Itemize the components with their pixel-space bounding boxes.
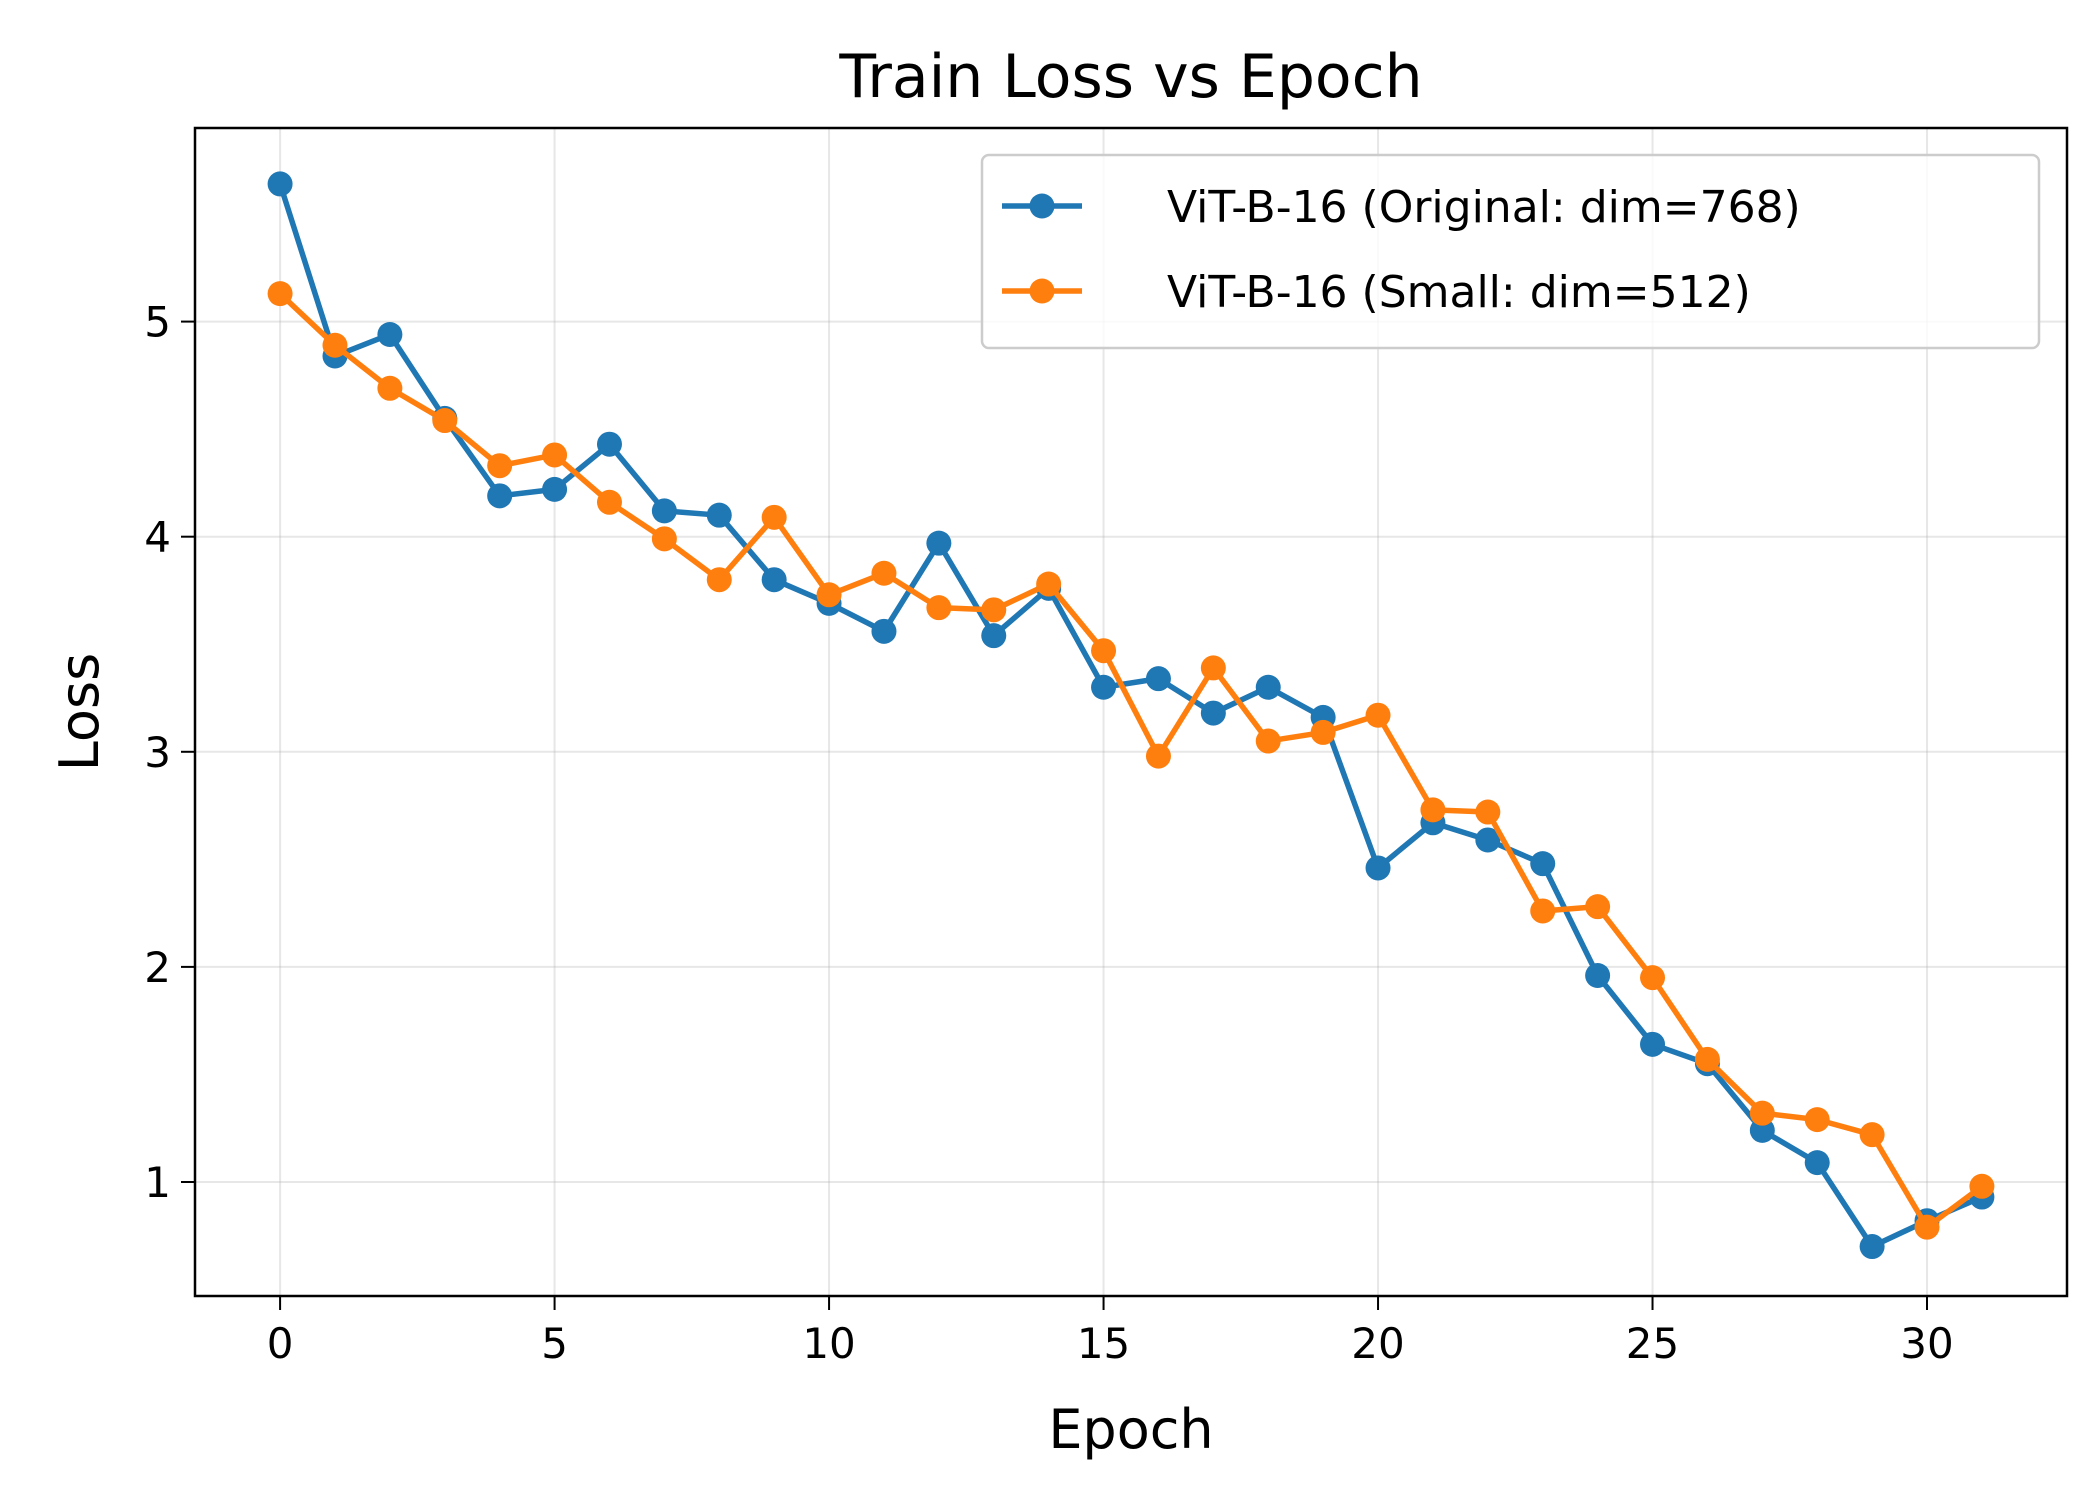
data-point [926, 530, 952, 556]
data-point [487, 483, 513, 509]
x-tick-label: 20 [1351, 1319, 1404, 1368]
data-point [1585, 962, 1611, 988]
data-point [322, 332, 348, 358]
data-point [706, 567, 732, 593]
data-point [1036, 571, 1062, 597]
data-point [596, 489, 622, 515]
data-point [432, 408, 458, 434]
data-point [651, 498, 677, 524]
data-point [871, 618, 897, 644]
data-point [487, 453, 513, 479]
data-point [1365, 702, 1391, 728]
x-tick-label: 5 [541, 1319, 568, 1368]
data-point [377, 321, 403, 347]
data-point [1530, 898, 1556, 924]
legend-label: ViT-B-16 (Small: dim=512) [1167, 267, 1751, 318]
data-point [706, 502, 732, 528]
series-2 [267, 281, 1995, 1240]
data-point [542, 476, 568, 502]
data-point [1255, 728, 1281, 754]
legend-marker [1029, 193, 1055, 219]
data-point [981, 597, 1007, 623]
data-point [651, 526, 677, 552]
data-point [761, 567, 787, 593]
data-point [1530, 851, 1556, 877]
data-point [1091, 638, 1117, 664]
y-tick-label: 5 [144, 298, 171, 347]
data-point [761, 504, 787, 530]
data-point [1145, 743, 1171, 769]
data-point [1310, 719, 1336, 745]
legend-marker [1029, 278, 1055, 304]
data-point [1200, 700, 1226, 726]
x-tick-label: 10 [802, 1319, 855, 1368]
data-point [1804, 1150, 1830, 1176]
data-point [1749, 1117, 1775, 1143]
data-point [1420, 797, 1446, 823]
data-point [1914, 1214, 1940, 1240]
legend-entry-2: ViT-B-16 (Small: dim=512) [1002, 267, 1751, 318]
y-tick-label: 3 [144, 728, 171, 777]
data-point [1640, 965, 1666, 991]
data-point [1255, 674, 1281, 700]
legend-box [980, 153, 2041, 350]
data-point [1640, 1031, 1666, 1057]
data-point [1969, 1173, 1995, 1199]
data-point [267, 281, 293, 307]
y-tick-label: 1 [144, 1158, 171, 1207]
data-point [1859, 1234, 1885, 1260]
data-point [1749, 1100, 1775, 1126]
data-point [1694, 1046, 1720, 1072]
data-point [1475, 827, 1501, 853]
data-point [1091, 674, 1117, 700]
x-tick-label: 15 [1077, 1319, 1130, 1368]
data-point [377, 375, 403, 401]
data-point [596, 431, 622, 457]
data-point [1585, 894, 1611, 920]
data-point [926, 595, 952, 621]
data-point [1145, 666, 1171, 692]
axis-ticks: 0 5 10 15 20 25 30 1 2 3 4 5 [144, 298, 1953, 1368]
data-point [1859, 1122, 1885, 1148]
x-tick-label: 0 [267, 1319, 294, 1368]
y-tick-label: 2 [144, 943, 171, 992]
legend: ViT-B-16 (Original: dim=768) ViT-B-16 (Sm… [980, 153, 2041, 350]
x-tick-label: 25 [1626, 1319, 1679, 1368]
x-axis-label: Epoch [1048, 1398, 1213, 1461]
chart-title: Train Loss vs Epoch [838, 42, 1422, 112]
data-point [1475, 799, 1501, 825]
data-point [267, 171, 293, 197]
grid [195, 128, 2067, 1296]
y-tick-label: 4 [144, 513, 171, 562]
data-point [542, 442, 568, 468]
data-point [1365, 855, 1391, 881]
x-tick-label: 30 [1900, 1319, 1953, 1368]
data-point [1200, 655, 1226, 681]
legend-entry-1: ViT-B-16 (Original: dim=768) [1002, 182, 1801, 233]
data-point [981, 623, 1007, 649]
y-axis-label: Loss [48, 653, 111, 771]
data-point [816, 582, 842, 608]
plot-series [267, 171, 1995, 1260]
plot-frame [193, 126, 2069, 1298]
legend-label: ViT-B-16 (Original: dim=768) [1167, 182, 1801, 233]
data-point [871, 560, 897, 586]
data-point [1804, 1107, 1830, 1133]
